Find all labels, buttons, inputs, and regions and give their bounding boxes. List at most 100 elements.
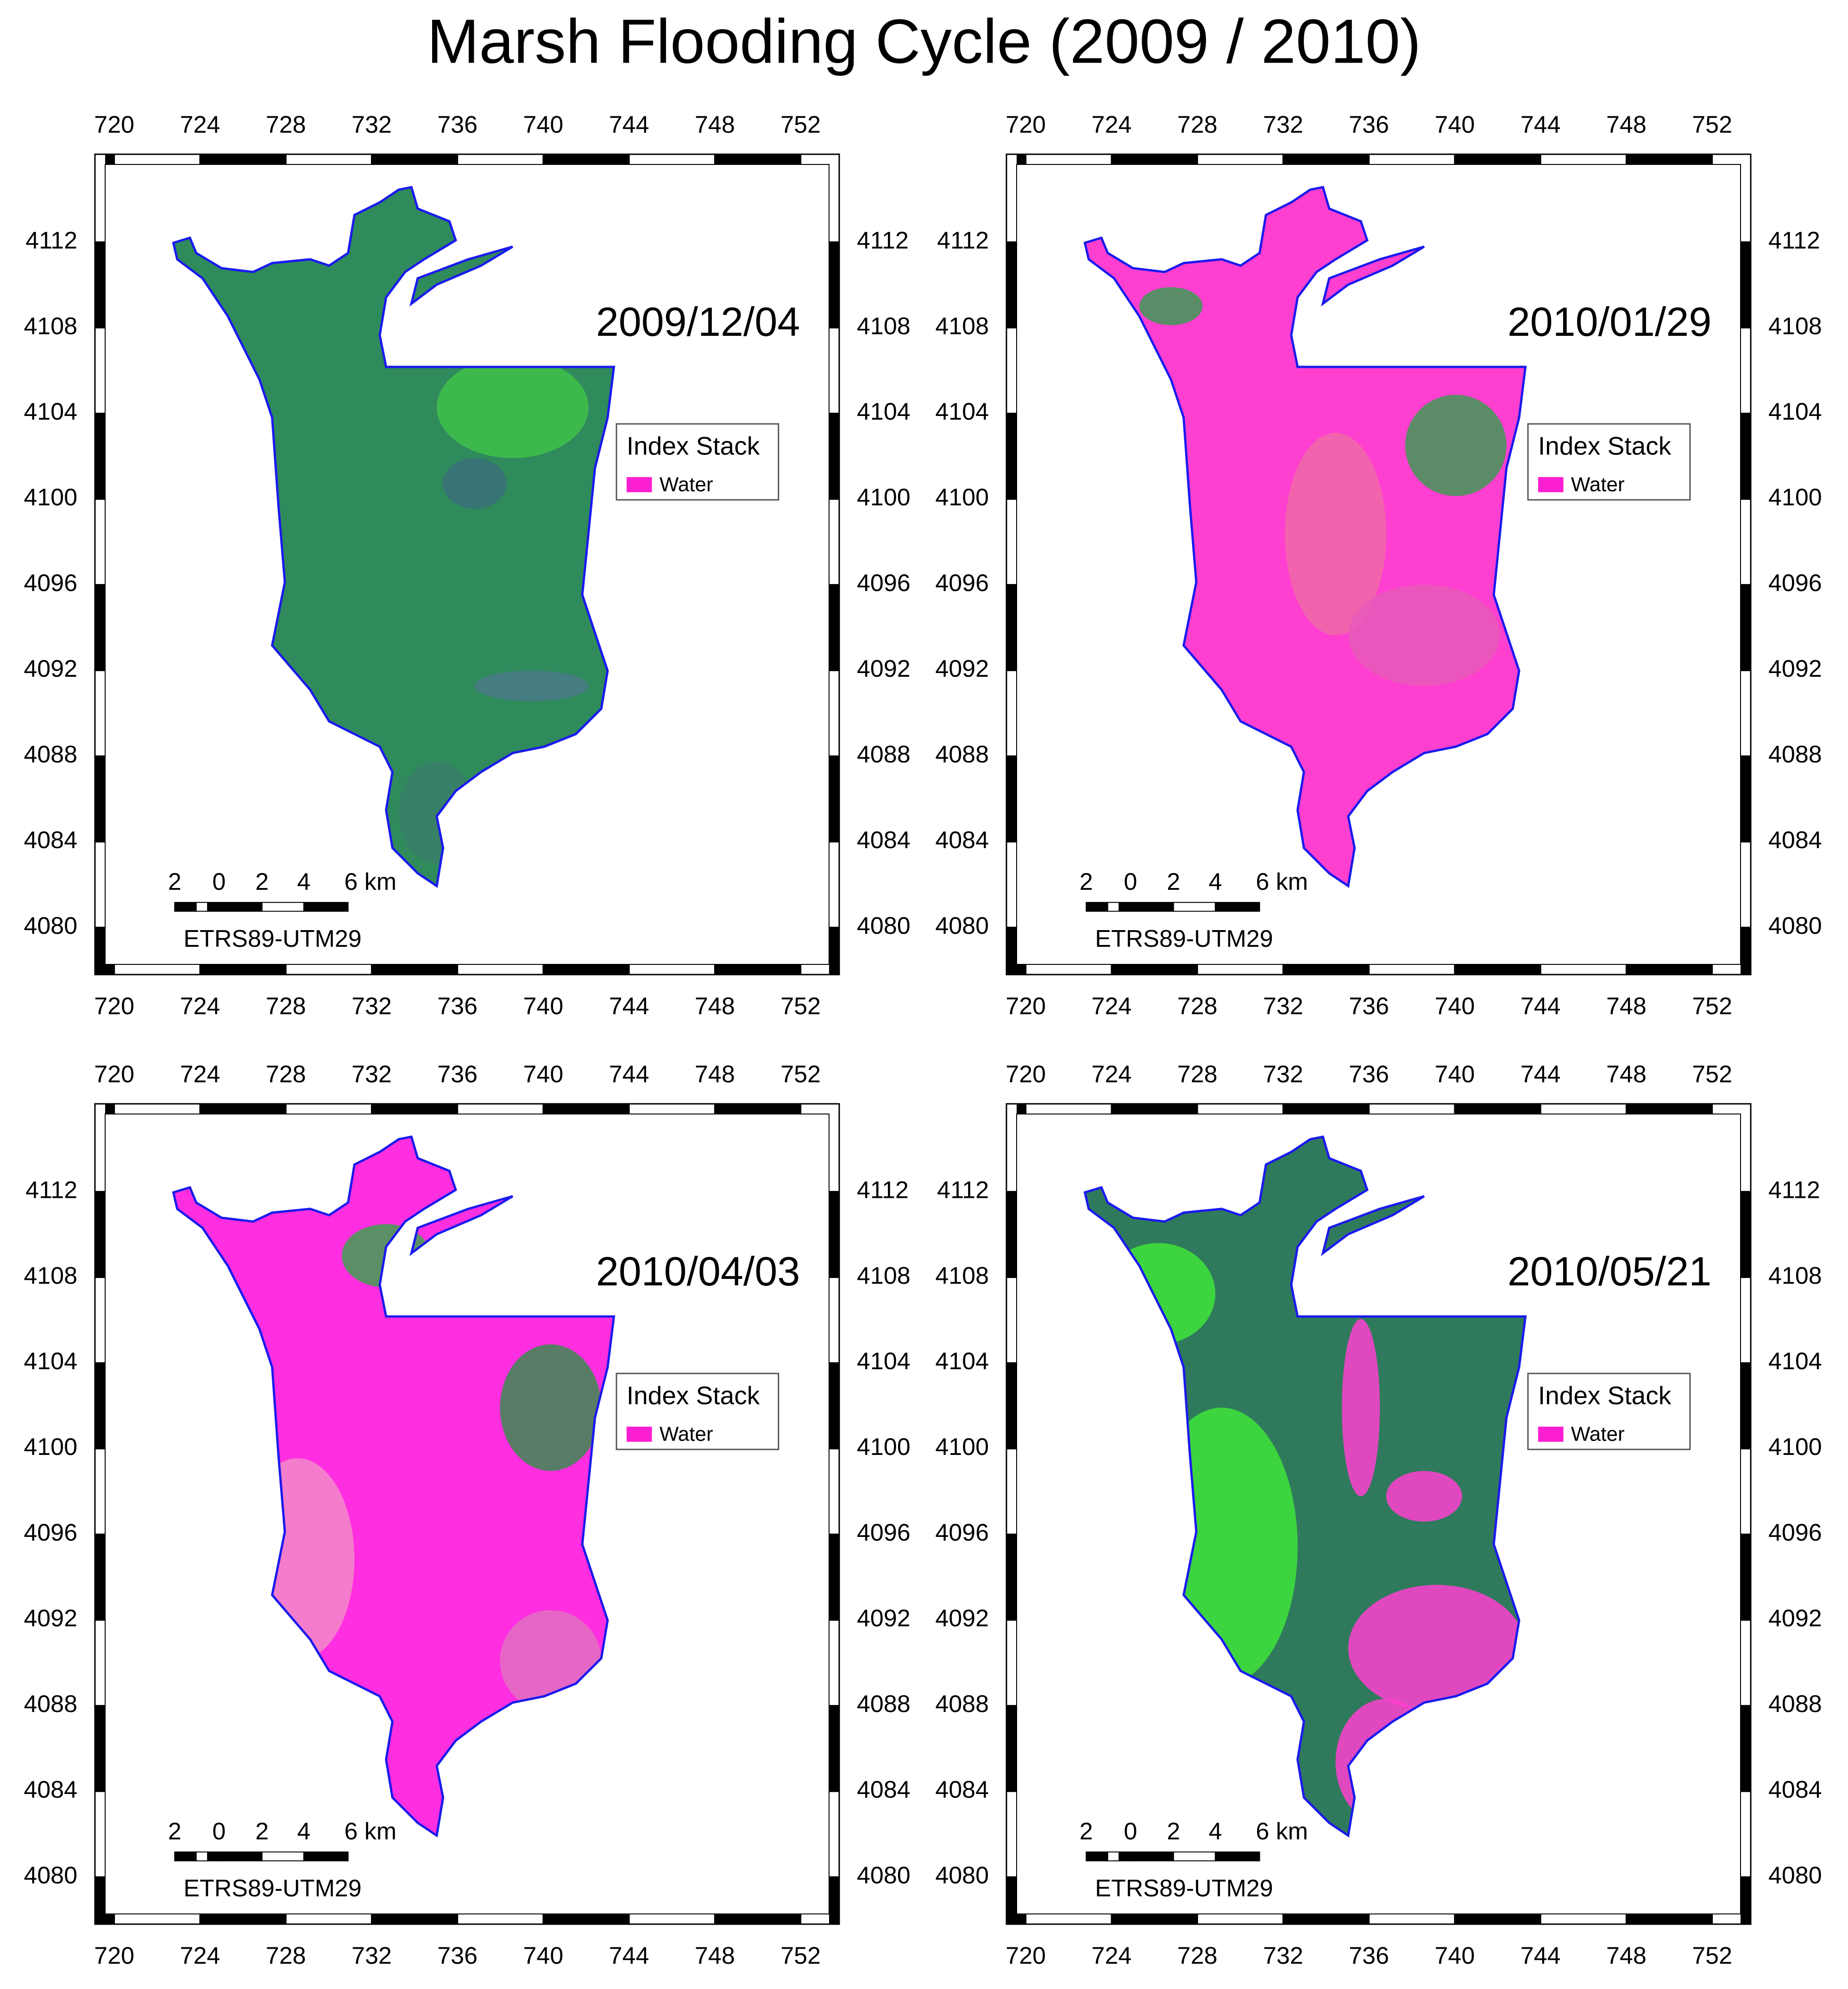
y-tick-label: 4080 [1768,1862,1822,1889]
y-tick-label: 4104 [1768,398,1822,425]
x-tick-label: 748 [695,112,735,138]
y-tick-label: 4084 [24,827,77,854]
frame-band [1540,1104,1627,1114]
frame-band [1006,927,1017,975]
y-tick-label: 4080 [24,913,77,939]
x-tick-label: 740 [523,993,564,1020]
y-tick-label: 4092 [24,1605,77,1632]
frame-band [1741,927,1751,975]
y-tick-label: 4088 [24,1691,77,1718]
y-tick-label: 4108 [24,1262,77,1289]
y-tick-label: 4104 [24,1348,77,1375]
frame-band [829,842,840,928]
frame-band [829,499,840,585]
marsh-patch [1285,433,1386,636]
frame-band [371,964,458,975]
x-tick-label: 724 [180,993,220,1020]
frame-band [114,1913,200,1924]
x-tick-label: 732 [352,993,392,1020]
frame-band [95,756,105,842]
frame-band [829,1791,840,1877]
x-tick-label: 720 [1006,1061,1046,1088]
marsh-patch [1342,1319,1380,1497]
frame-inner [105,164,830,965]
frame-band [95,327,105,414]
frame-band [200,1104,286,1114]
y-tick-label: 4112 [1768,1177,1820,1203]
scale-bar [1119,1851,1131,1862]
frame-band [1006,1104,1017,1192]
frame-band [829,670,840,756]
frame-band [95,1791,105,1877]
y-tick-label: 4112 [857,227,909,254]
marsh-outline [1321,245,1425,307]
x-tick-label: 740 [1435,993,1475,1020]
frame-band [1111,1913,1198,1924]
x-tick-label: 728 [266,993,306,1020]
y-tick-label: 4096 [935,570,989,597]
map-panel: 720 720 724 724 728 728 732 732 736 736 740 740 744 7… [24,1061,910,1970]
x-tick-label: 748 [695,1061,735,1088]
x-tick-label: 732 [352,1061,392,1088]
scale-label: 2 [1167,1818,1180,1845]
y-tick-label: 4092 [1768,655,1822,682]
frame-band [1741,1534,1751,1620]
x-tick-label: 740 [523,112,564,138]
y-tick-label: 4092 [857,1605,911,1632]
x-tick-label: 752 [1692,1061,1732,1088]
map-panel: 720 720 724 724 728 728 732 732 736 736 740 740 744 7… [935,1061,1822,1970]
scale-label: 2 [1080,1818,1093,1845]
x-tick-label: 724 [1092,112,1132,138]
date-label: 2010/05/21 [1508,1248,1711,1294]
scale-label: 4 [1208,869,1222,895]
x-tick-label: 748 [695,993,735,1020]
frame-band [95,413,105,499]
frame-band [1741,1277,1751,1363]
x-tick-label: 720 [1006,112,1046,138]
scale-bar [1086,902,1108,912]
frame-band [1454,154,1541,164]
x-tick-label: 728 [1177,112,1218,138]
frame-outer [94,153,840,976]
scale-label: 2 [1167,869,1180,895]
scale-bar [174,1851,197,1862]
legend-title: Index Stack [627,432,760,460]
frame-band [95,842,105,928]
frame-band [114,964,200,975]
y-tick-label: 4100 [1768,484,1822,511]
frame-band [1741,1620,1751,1706]
marsh-outline [172,1135,616,1838]
projection-label: ETRS89-UTM29 [183,1875,361,1902]
frame-band [829,756,840,842]
frame-band [1741,1104,1751,1192]
frame-band [95,1363,105,1449]
x-tick-label: 724 [1092,1061,1132,1088]
scale-label: 2 [168,1818,182,1845]
x-tick-label: 748 [1606,1943,1647,1970]
legend-label: Water [1571,473,1625,496]
y-tick-label: 4104 [1768,1348,1822,1375]
frame-band [95,1877,105,1924]
scale-label: 4 [1208,1818,1222,1845]
x-tick-label: 736 [437,1943,478,1970]
y-tick-label: 4108 [935,313,989,340]
date-label: 2010/01/29 [1508,299,1711,345]
frame-band [829,585,840,671]
frame-band [1197,154,1283,164]
x-tick-label: 744 [1521,112,1561,138]
scale-bar [1086,1851,1108,1862]
frame-band [114,154,200,164]
scale-bar [1214,1851,1260,1862]
y-tick-label: 4100 [857,484,911,511]
frame-band [629,154,715,164]
frame-band [95,154,105,242]
x-tick-label: 732 [352,112,392,138]
frame-band [1006,1191,1017,1278]
x-tick-label: 740 [523,1061,564,1088]
y-tick-label: 4112 [937,1177,989,1203]
x-tick-label: 732 [1263,112,1303,138]
frame-band [829,1277,840,1363]
frame-band [1369,154,1455,164]
